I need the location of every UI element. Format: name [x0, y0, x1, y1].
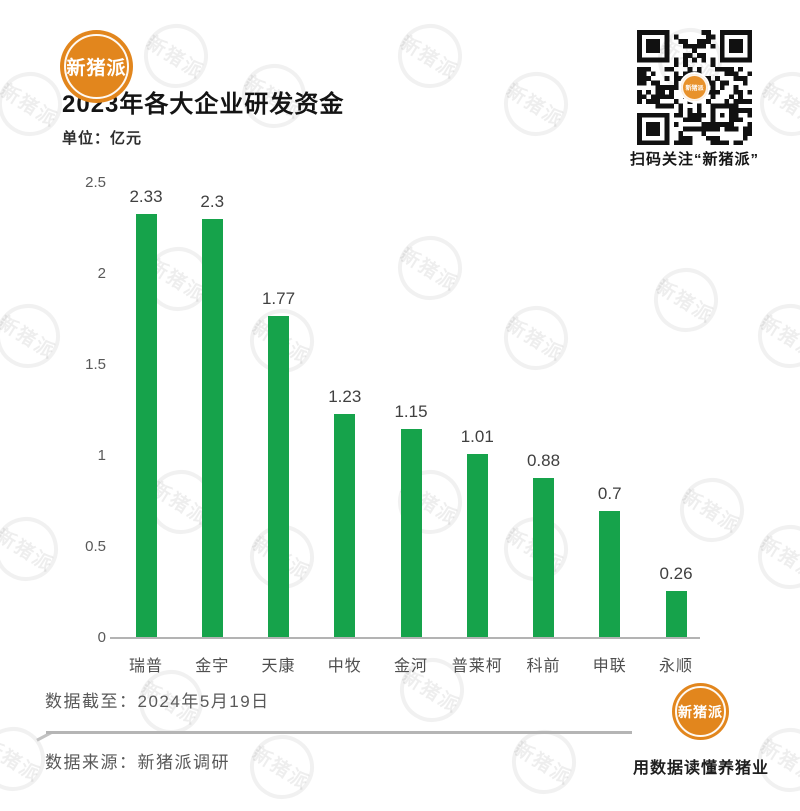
bar-value-label: 2.33 — [129, 187, 163, 206]
bar — [201, 219, 223, 638]
qr-code-image — [637, 30, 752, 145]
qr-center-logo-text: 新猪派 — [685, 86, 704, 92]
bar — [400, 429, 422, 638]
bar — [466, 454, 488, 638]
x-category-label: 申联 — [592, 658, 627, 675]
brand-logo-ring: 新猪派 — [64, 34, 129, 99]
data-source-note: 数据来源：新猪派调研 — [45, 753, 230, 772]
bar-value-label: 0.26 — [659, 564, 693, 583]
bar-value-label: 1.23 — [328, 387, 362, 406]
x-category-label: 科前 — [526, 658, 561, 675]
footer-brand-logo-text: 新猪派 — [678, 703, 723, 720]
bar — [533, 478, 554, 638]
bar — [268, 316, 289, 638]
bar-value-label: 0.7 — [597, 484, 622, 503]
bar — [334, 414, 356, 638]
x-axis-line — [110, 637, 700, 639]
bar-value-label: 1.15 — [394, 402, 428, 421]
x-category-label: 瑞普 — [128, 658, 163, 675]
unit-label: 单位：亿元 — [62, 130, 143, 147]
footer-divider — [46, 731, 632, 734]
footer-brand-logo-ring: 新猪派 — [675, 686, 726, 737]
bar-value-label: 1.01 — [460, 427, 494, 446]
x-category-label: 普莱柯 — [451, 658, 503, 675]
y-tick-label: 1.5 — [85, 356, 106, 373]
x-category-label: 永顺 — [658, 658, 693, 675]
y-tick-label: 0 — [97, 629, 106, 646]
y-tick-label: 2.5 — [85, 174, 106, 191]
bar-value-label: 2.3 — [200, 192, 225, 211]
y-tick-label: 0.5 — [85, 538, 106, 555]
brand-logo: 新猪派 — [60, 30, 133, 103]
x-category-label: 金宇 — [195, 658, 230, 675]
y-tick-label: 1 — [97, 447, 106, 464]
x-category-label: 中牧 — [327, 658, 362, 675]
qr-center-logo-icon: 新猪派 — [681, 74, 708, 101]
brand-logo-text: 新猪派 — [66, 58, 127, 79]
bar — [135, 214, 157, 638]
bar — [665, 591, 687, 638]
qr-code: 新猪派 — [637, 30, 752, 145]
bar-value-label: 1.77 — [261, 289, 296, 308]
y-tick-label: 2 — [97, 265, 106, 282]
brand-slogan: 用数据读懂养猪业 — [632, 760, 769, 777]
data-cutoff-note: 数据截至：2024年5月19日 — [45, 692, 270, 711]
bar — [599, 511, 621, 638]
footer-brand-logo: 新猪派 — [672, 683, 729, 740]
qr-caption: 扫码关注“新猪派” — [629, 151, 759, 168]
x-category-label: 天康 — [261, 658, 296, 675]
x-category-label: 金河 — [393, 658, 428, 675]
bar-value-label: 0.88 — [526, 451, 561, 470]
